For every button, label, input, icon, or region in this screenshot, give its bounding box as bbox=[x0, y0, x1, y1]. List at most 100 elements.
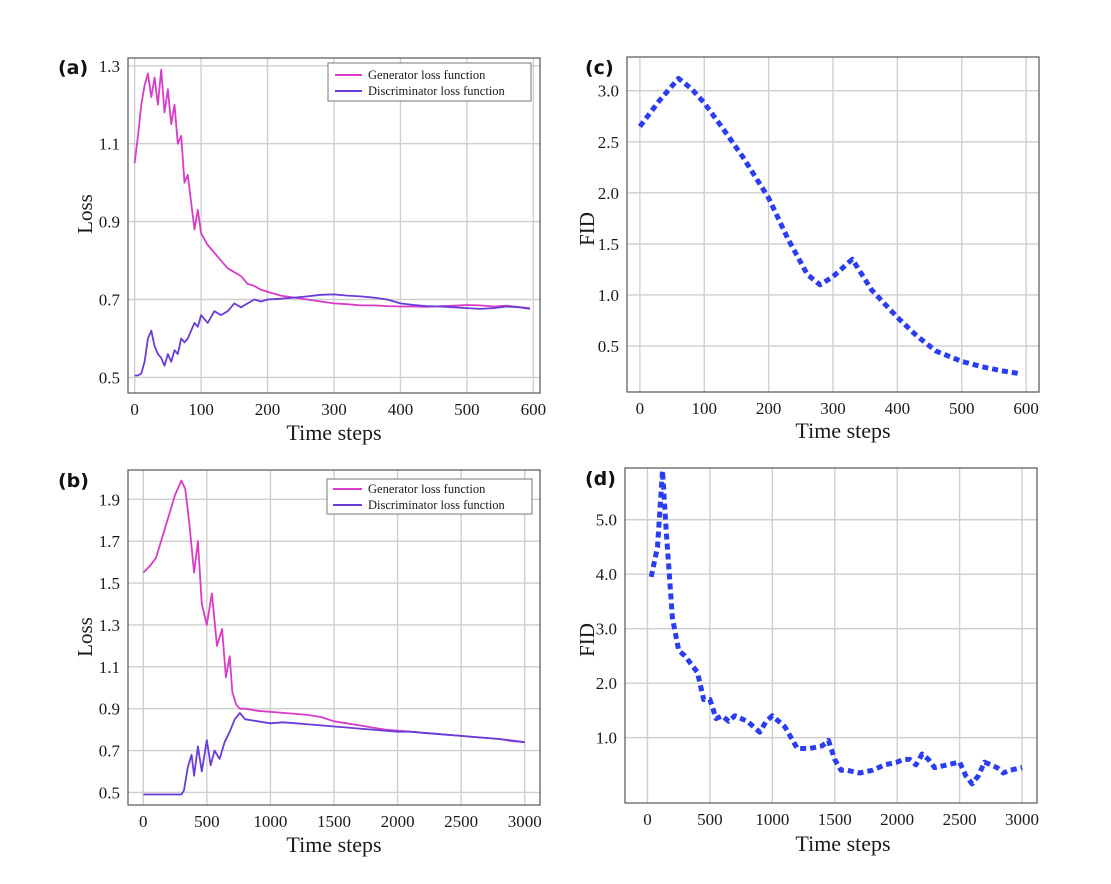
panel-a-loss-chart: (a) 0 100 200 300 400 500 600 0.50.70.91.11.3 … bbox=[58, 57, 546, 445]
panel-c-x-tick-label: 300 bbox=[820, 399, 846, 418]
panel-b-y-tick-label: 0.9 bbox=[99, 700, 120, 719]
panel-b-x-axis-label: Time steps bbox=[286, 832, 381, 857]
panel-a-grid bbox=[128, 58, 540, 393]
panel-a-plot-frame bbox=[127, 57, 541, 394]
panel-a-label: (a) bbox=[58, 57, 88, 79]
panel-d-series bbox=[648, 468, 1023, 787]
panel-d-x-tick-label: 500 bbox=[697, 810, 723, 829]
panel-a-x-tick-label: 400 bbox=[388, 400, 414, 419]
panel-d-y-tick-label: 3.0 bbox=[596, 620, 617, 639]
panel-b-legend-generator-label: Generator loss function bbox=[368, 482, 486, 496]
panel-b-grid bbox=[128, 470, 540, 805]
panel-b-x-tick-label: 1000 bbox=[253, 812, 287, 831]
panel-d-fid-chart: (d) 0 500 1000 1500 2000 2500 3000 1.0 2.0 3.0 4.… bbox=[575, 467, 1039, 856]
panel-c-y-tick-label: 3.0 bbox=[598, 82, 619, 101]
panel-a-series bbox=[133, 68, 531, 377]
panel-b-y-ticks: 0.5 0.7 0.9 1.1 1.3 1.5 1.7 1.9 bbox=[99, 490, 121, 802]
panel-d-grid bbox=[625, 468, 1037, 803]
panel-a-series-generator-line bbox=[133, 68, 531, 309]
panel-a-x-tick-label: 0 bbox=[130, 400, 139, 419]
panel-b-loss-chart: (b) 0 500 1000 1500 2000 2500 3000 0.5 0.7 0.9 1.… bbox=[58, 469, 542, 857]
panel-c-x-tick-label: 400 bbox=[885, 399, 911, 418]
panel-a-y-tick-label: 0.5 bbox=[99, 368, 120, 387]
panel-b-plot-frame bbox=[127, 469, 541, 806]
panel-c-x-tick-label: 0 bbox=[636, 399, 645, 418]
panel-b-x-tick-label: 2500 bbox=[444, 812, 478, 831]
panel-b-label: (b) bbox=[58, 470, 89, 492]
panel-d-x-tick-label: 1000 bbox=[755, 810, 789, 829]
panel-b-y-tick-label: 1.3 bbox=[99, 616, 120, 635]
panel-d-y-tick-label: 1.0 bbox=[596, 729, 617, 748]
panel-c-series bbox=[637, 75, 1021, 377]
panel-c-y-tick-label: 1.5 bbox=[598, 235, 619, 254]
panel-c-series-fid-line bbox=[637, 75, 1021, 377]
panel-d-y-axis-label: FID bbox=[575, 623, 599, 657]
panel-a-x-axis-label: Time steps bbox=[286, 420, 381, 445]
panel-c-label: (c) bbox=[585, 57, 614, 79]
panel-b-y-tick-label: 1.1 bbox=[99, 658, 120, 677]
panel-b-legend-discriminator-label: Discriminator loss function bbox=[368, 498, 506, 512]
panel-d-x-tick-label: 0 bbox=[643, 810, 652, 829]
panel-b-legend: Generator loss function Discriminator lo… bbox=[326, 478, 533, 515]
panel-d-x-tick-label: 2500 bbox=[943, 810, 977, 829]
panel-a-x-tick-label: 200 bbox=[255, 400, 281, 419]
panel-d-y-tick-label: 5.0 bbox=[596, 511, 617, 530]
panel-d-label: (d) bbox=[585, 468, 616, 490]
panel-c-x-tick-label: 600 bbox=[1013, 399, 1039, 418]
panel-b-series bbox=[142, 479, 525, 796]
panel-b-x-tick-label: 0 bbox=[139, 812, 148, 831]
panel-b-x-tick-label: 2000 bbox=[381, 812, 415, 831]
panel-a-legend-discriminator-label: Discriminator loss function bbox=[368, 84, 506, 98]
panel-b-series-discriminator-line bbox=[143, 712, 525, 796]
panel-a-legend: Generator loss function Discriminator lo… bbox=[327, 62, 532, 102]
panel-b-legend-box bbox=[326, 478, 533, 515]
panel-a-x-tick-label: 600 bbox=[521, 400, 547, 419]
panel-b-y-axis-label: Loss bbox=[73, 617, 97, 657]
panel-a-x-tick-label: 500 bbox=[454, 400, 480, 419]
panel-a-legend-box bbox=[327, 62, 532, 102]
panel-c-x-ticks: 0 100 200 300 400 500 600 bbox=[636, 399, 1039, 418]
panel-a-y-ticks: 0.5 0.7 0.9 1.1 1.3 bbox=[99, 57, 121, 388]
panel-c-y-tick-label: 0.5 bbox=[598, 337, 619, 356]
panel-c-y-tick-label: 2.5 bbox=[598, 133, 619, 152]
panel-c-x-tick-label: 200 bbox=[756, 399, 782, 418]
panel-d-x-ticks: 0 500 1000 1500 2000 2500 3000 bbox=[643, 810, 1039, 829]
panel-b-x-tick-label: 1500 bbox=[317, 812, 351, 831]
panel-c-x-tick-label: 100 bbox=[692, 399, 718, 418]
panel-c-fid-chart: (c) 0 100 200 300 400 500 600 0.5 1.0 1.5 2.0 2.5 3… bbox=[575, 56, 1040, 443]
panel-c-x-axis-label: Time steps bbox=[795, 418, 890, 443]
panel-b-y-tick-label: 1.9 bbox=[99, 490, 120, 509]
panel-a-y-tick-label: 1.3 bbox=[99, 57, 120, 76]
panel-b-x-tick-label: 500 bbox=[194, 812, 220, 831]
panel-a-y-tick-label: 0.7 bbox=[99, 291, 121, 310]
panel-a-series-discriminator-line bbox=[134, 293, 531, 377]
panel-a-y-tick-label: 1.1 bbox=[99, 135, 120, 154]
panel-c-y-axis-label: FID bbox=[575, 212, 599, 246]
panel-c-y-tick-label: 2.0 bbox=[598, 184, 619, 203]
panel-c-y-ticks: 0.5 1.0 1.5 2.0 2.5 3.0 bbox=[598, 82, 619, 356]
panel-b-y-tick-label: 0.7 bbox=[99, 742, 121, 761]
panel-a-x-tick-label: 100 bbox=[188, 400, 214, 419]
panel-c-plot-frame bbox=[626, 56, 1040, 393]
panel-b-y-tick-label: 0.5 bbox=[99, 783, 120, 802]
panel-b-y-tick-label: 1.5 bbox=[99, 574, 120, 593]
panel-d-y-tick-label: 2.0 bbox=[596, 674, 617, 693]
panel-d-x-tick-label: 3000 bbox=[1005, 810, 1039, 829]
panel-c-y-tick-label: 1.0 bbox=[598, 286, 619, 305]
panel-b-x-tick-label: 3000 bbox=[508, 812, 542, 831]
panel-d-x-axis-label: Time steps bbox=[795, 831, 890, 856]
panel-c-x-tick-label: 500 bbox=[949, 399, 975, 418]
panel-c-grid bbox=[627, 57, 1039, 392]
panel-a-x-tick-label: 300 bbox=[321, 400, 347, 419]
panel-d-x-tick-label: 2000 bbox=[880, 810, 914, 829]
panel-a-y-tick-label: 0.9 bbox=[99, 213, 120, 232]
panel-b-y-tick-label: 1.7 bbox=[99, 532, 121, 551]
panel-d-series-fid-line bbox=[648, 468, 1023, 787]
panel-b-x-ticks: 0 500 1000 1500 2000 2500 3000 bbox=[139, 812, 542, 831]
panel-a-y-axis-label: Loss bbox=[73, 194, 97, 234]
panel-d-y-ticks: 1.0 2.0 3.0 4.0 5.0 bbox=[596, 511, 617, 748]
panel-d-y-tick-label: 4.0 bbox=[596, 565, 617, 584]
panel-d-x-tick-label: 1500 bbox=[818, 810, 852, 829]
panel-d-plot-frame bbox=[624, 467, 1038, 804]
